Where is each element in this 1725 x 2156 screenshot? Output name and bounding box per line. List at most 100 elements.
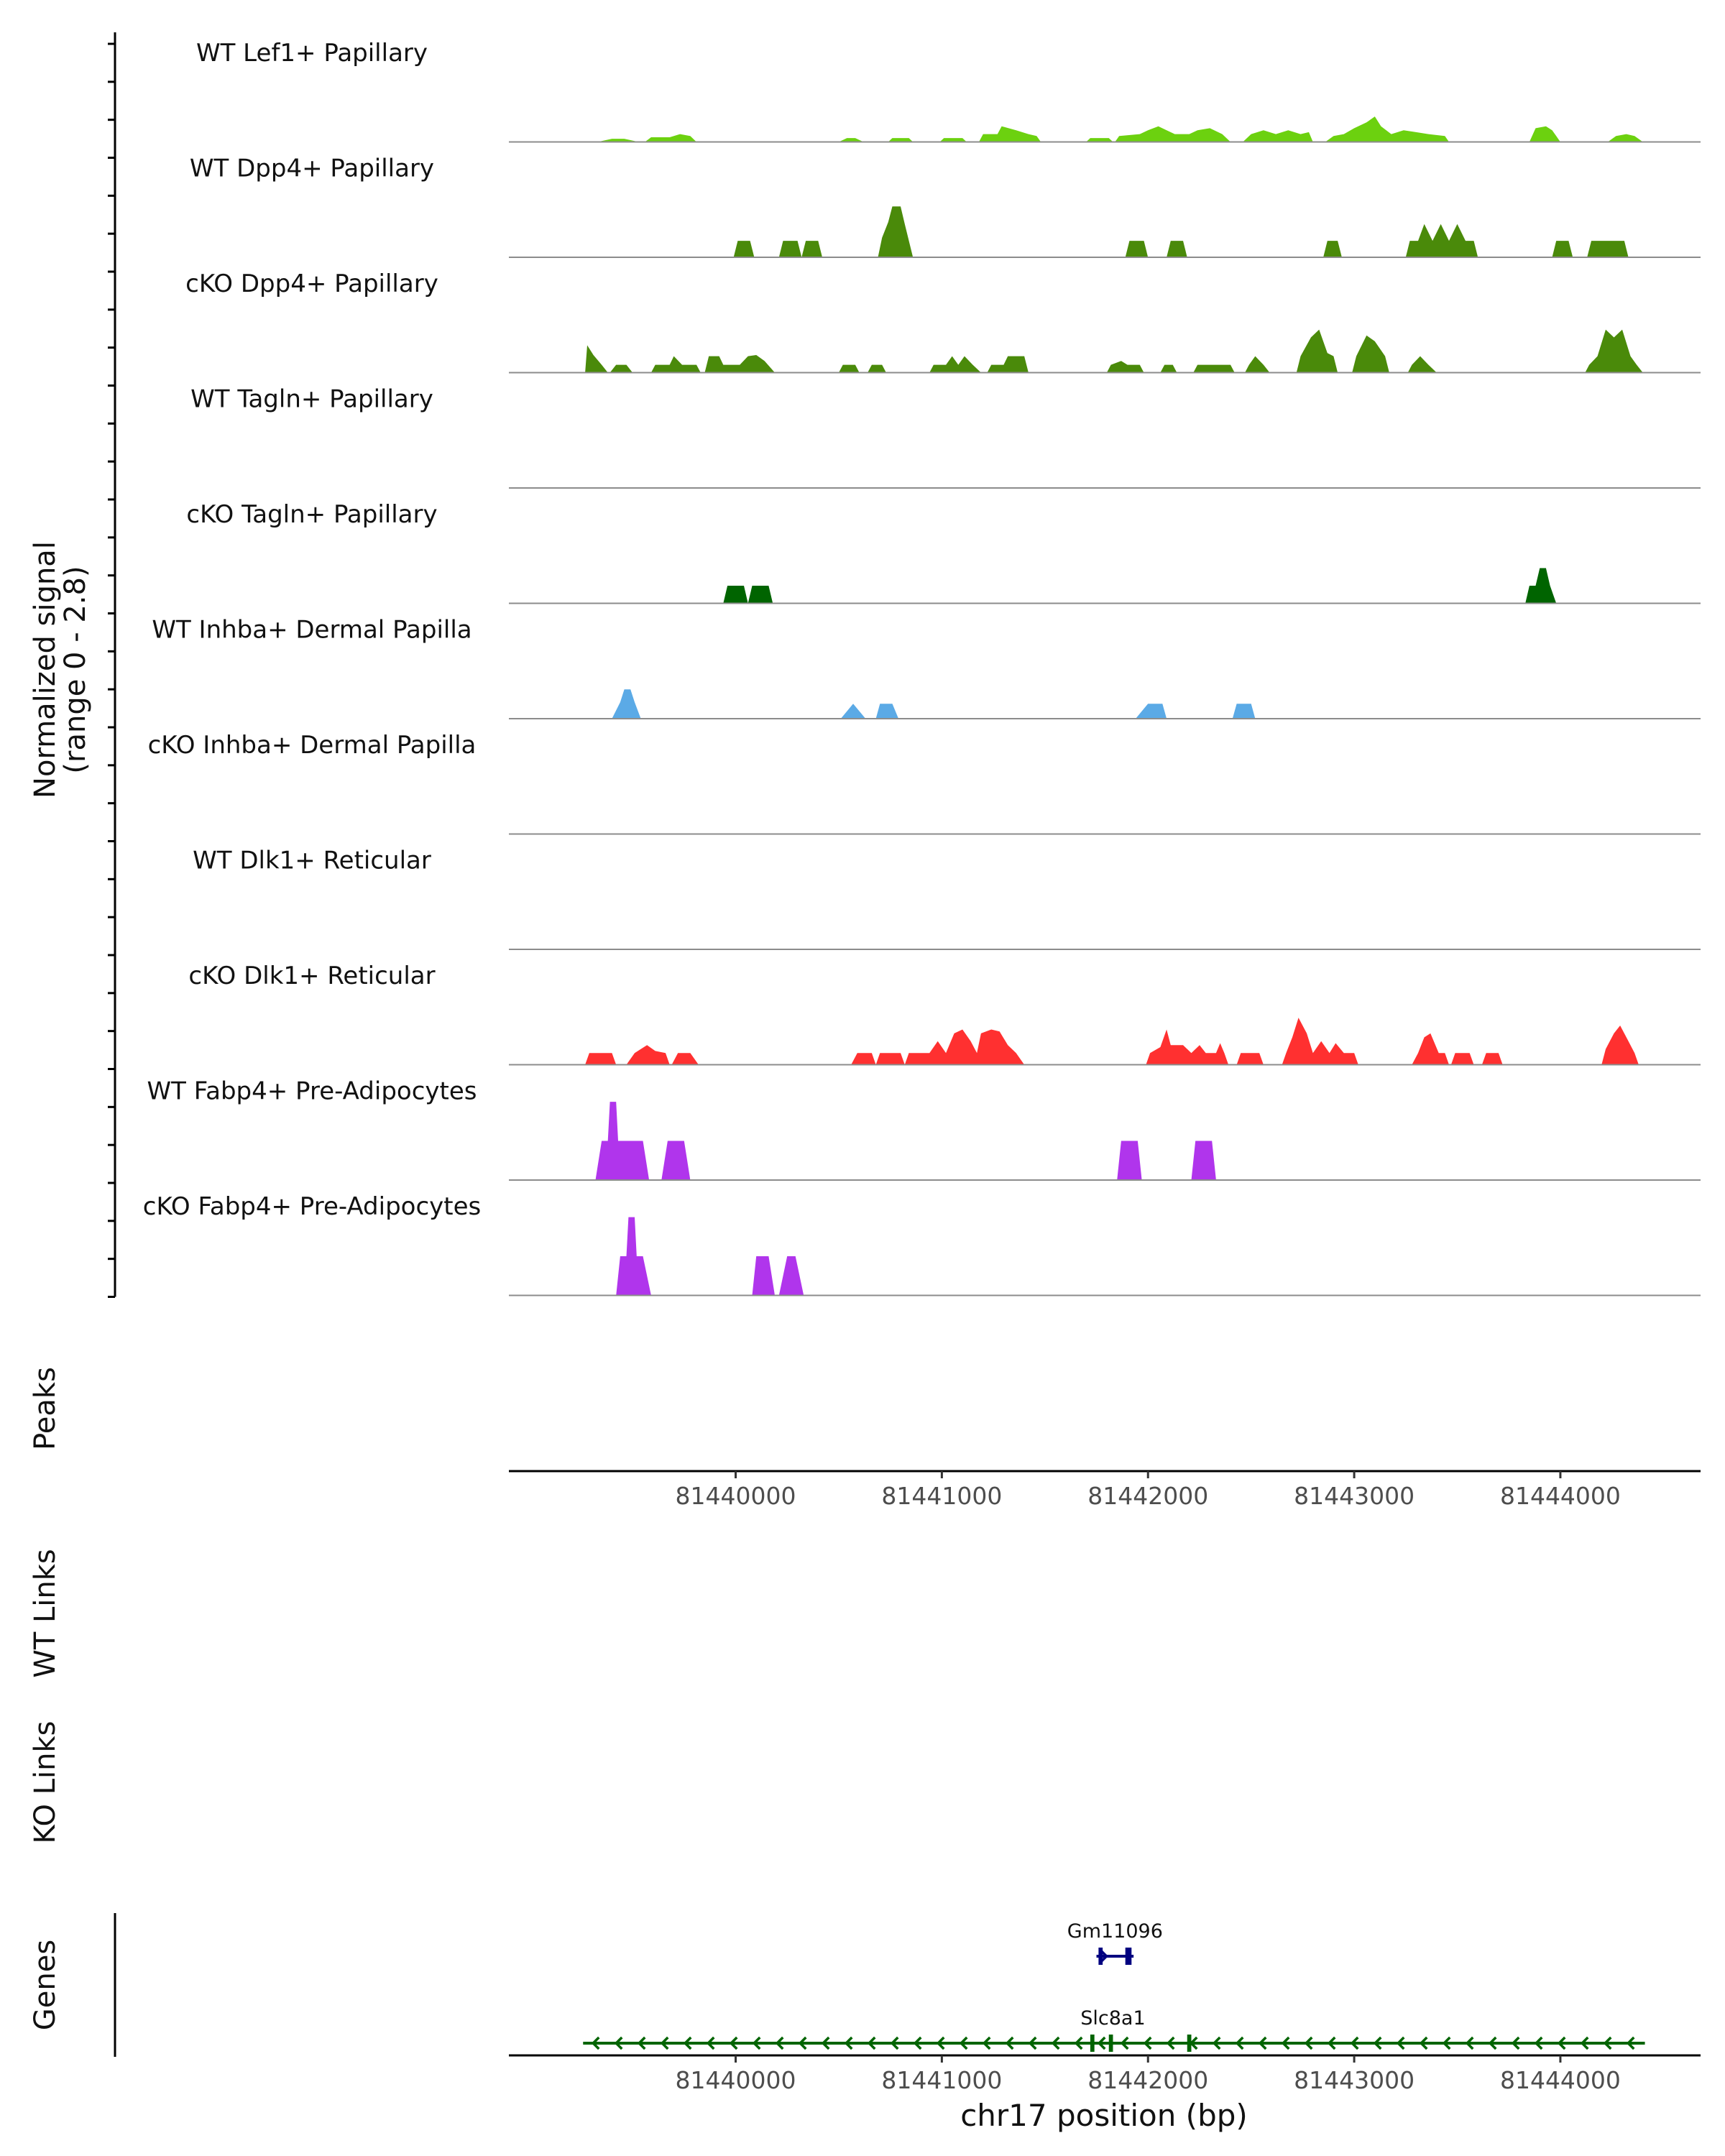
coverage-peak bbox=[1450, 1053, 1474, 1065]
coverage-peak bbox=[612, 689, 641, 719]
coverage-peak bbox=[1136, 704, 1167, 719]
track-6: cKO Inhba+ Dermal Papilla bbox=[148, 731, 1701, 835]
strand-arrow bbox=[1557, 2036, 1566, 2050]
track-label: WT Inhba+ Dermal Papilla bbox=[152, 616, 472, 645]
coverage-peak bbox=[851, 1053, 876, 1065]
strand-arrow bbox=[1373, 2036, 1382, 2050]
coverage-peak bbox=[626, 1045, 670, 1065]
coverage-peak bbox=[839, 138, 864, 142]
x-tick-label: 81442000 bbox=[1087, 2066, 1208, 2094]
coverage-peak bbox=[752, 1256, 775, 1296]
track-3: WT Tagln+ Papillary bbox=[190, 385, 1701, 489]
track-9: WT Fabp4+ Pre-Adipocytes bbox=[147, 1077, 1701, 1181]
track-label: WT Lef1+ Papillary bbox=[196, 39, 428, 68]
coverage-peak bbox=[1191, 1141, 1216, 1180]
strand-arrow bbox=[614, 2036, 623, 2050]
coverage-peak bbox=[671, 1053, 699, 1065]
coverage-peak bbox=[616, 1217, 651, 1296]
coverage-peak bbox=[839, 364, 860, 373]
coverage-peak bbox=[1236, 1053, 1264, 1065]
coverage-peak bbox=[979, 126, 1041, 142]
x-tick-label: 81444000 bbox=[1500, 2066, 1621, 2094]
track-4: cKO Tagln+ Papillary bbox=[186, 500, 1701, 604]
coverage-peak bbox=[650, 356, 701, 373]
x-tick-label: 81440000 bbox=[676, 1482, 796, 1510]
coverage-peak bbox=[1607, 134, 1643, 142]
coverage-peak bbox=[748, 586, 773, 604]
track-8: cKO Dlk1+ Reticular bbox=[188, 962, 1701, 1066]
track-7: WT Dlk1+ Reticular bbox=[193, 847, 1701, 950]
strand-arrow bbox=[1143, 2036, 1152, 2050]
coverage-peak bbox=[1282, 1018, 1358, 1065]
x-tick-label: 81443000 bbox=[1294, 1482, 1414, 1510]
coverage-peak bbox=[1086, 138, 1113, 142]
strand-arrow bbox=[1212, 2036, 1221, 2050]
strand-arrow bbox=[890, 2036, 899, 2050]
strand-arrow bbox=[798, 2036, 807, 2050]
coverage-peak bbox=[1160, 364, 1177, 373]
strand-arrow bbox=[1281, 2036, 1290, 2050]
coverage-peak bbox=[1117, 1141, 1142, 1180]
gene-exon bbox=[1098, 1948, 1103, 1965]
coverage-peak bbox=[1245, 356, 1270, 373]
track-10: cKO Fabp4+ Pre-Adipocytes bbox=[143, 1192, 1701, 1296]
coverage-peak bbox=[840, 704, 866, 719]
coverage-peak bbox=[939, 138, 967, 142]
coverage-peak bbox=[1146, 1029, 1229, 1065]
strand-arrow bbox=[1419, 2036, 1428, 2050]
coverage-peak bbox=[704, 355, 775, 373]
coverage-peak bbox=[1193, 364, 1235, 373]
track-label: cKO Fabp4+ Pre-Adipocytes bbox=[143, 1192, 482, 1221]
strand-arrow bbox=[913, 2036, 922, 2050]
coverage-peak bbox=[597, 139, 639, 142]
x-tick-label: 81440000 bbox=[676, 2066, 796, 2094]
coverage-peak bbox=[1412, 1033, 1449, 1065]
strand-arrow bbox=[982, 2036, 991, 2050]
coverage-peak bbox=[888, 138, 914, 142]
gene-slc8a1: Slc8a1 bbox=[583, 2007, 1645, 2052]
signal-y-axis bbox=[108, 32, 116, 1298]
coverage-peak bbox=[987, 356, 1029, 373]
strand-arrow bbox=[1304, 2036, 1313, 2050]
peaks-x-axis: 81440000 81441000 81442000 81443000 81444000 bbox=[676, 1471, 1621, 1510]
coverage-peak bbox=[778, 1256, 804, 1296]
coverage-peak bbox=[723, 586, 748, 604]
coverage-peak bbox=[1601, 1026, 1639, 1065]
track-5: WT Inhba+ Dermal Papilla bbox=[152, 616, 1701, 719]
signal-ylabel-line1: Normalized signal bbox=[29, 541, 62, 798]
coverage-peak bbox=[1115, 126, 1230, 142]
coverage-peak bbox=[1352, 335, 1389, 373]
track-label: WT Dlk1+ Reticular bbox=[193, 847, 431, 875]
track-2: cKO Dpp4+ Papillary bbox=[185, 270, 1701, 374]
strand-arrow bbox=[1626, 2036, 1635, 2050]
coverage-peak bbox=[1525, 568, 1557, 604]
strand-arrow bbox=[637, 2036, 646, 2050]
strand-arrow bbox=[1534, 2036, 1543, 2050]
strand-arrow bbox=[1100, 1949, 1109, 1963]
gene-label: Slc8a1 bbox=[1080, 2007, 1145, 2030]
strand-arrow bbox=[1396, 2036, 1405, 2050]
coverage-peak bbox=[1481, 1053, 1503, 1065]
coverage-peak bbox=[929, 356, 981, 373]
genes-track-label: Genes bbox=[29, 1940, 62, 2030]
gene-exon bbox=[1108, 2035, 1113, 2052]
strand-arrow bbox=[1166, 2036, 1175, 2050]
coverage-peak bbox=[645, 134, 696, 142]
track-label: WT Dpp4+ Papillary bbox=[190, 155, 434, 183]
coverage-peak bbox=[1405, 224, 1478, 257]
strand-arrow bbox=[706, 2036, 715, 2050]
track-label: cKO Tagln+ Papillary bbox=[186, 500, 437, 529]
coverage-peak bbox=[1407, 356, 1437, 373]
strand-arrow bbox=[1488, 2036, 1497, 2050]
strand-arrow bbox=[1074, 2036, 1083, 2050]
coverage-peak bbox=[875, 704, 899, 719]
coverage-peak bbox=[1232, 704, 1256, 719]
strand-arrow bbox=[1511, 2036, 1520, 2050]
coverage-tracks: WT Lef1+ Papillary WT Dpp4+ Papillary cKO … bbox=[143, 39, 1701, 1296]
coverage-peak bbox=[778, 241, 802, 257]
coverage-peak bbox=[1296, 329, 1338, 373]
strand-arrow bbox=[775, 2036, 784, 2050]
coverage-peak bbox=[661, 1141, 691, 1180]
strand-arrow bbox=[1235, 2036, 1244, 2050]
